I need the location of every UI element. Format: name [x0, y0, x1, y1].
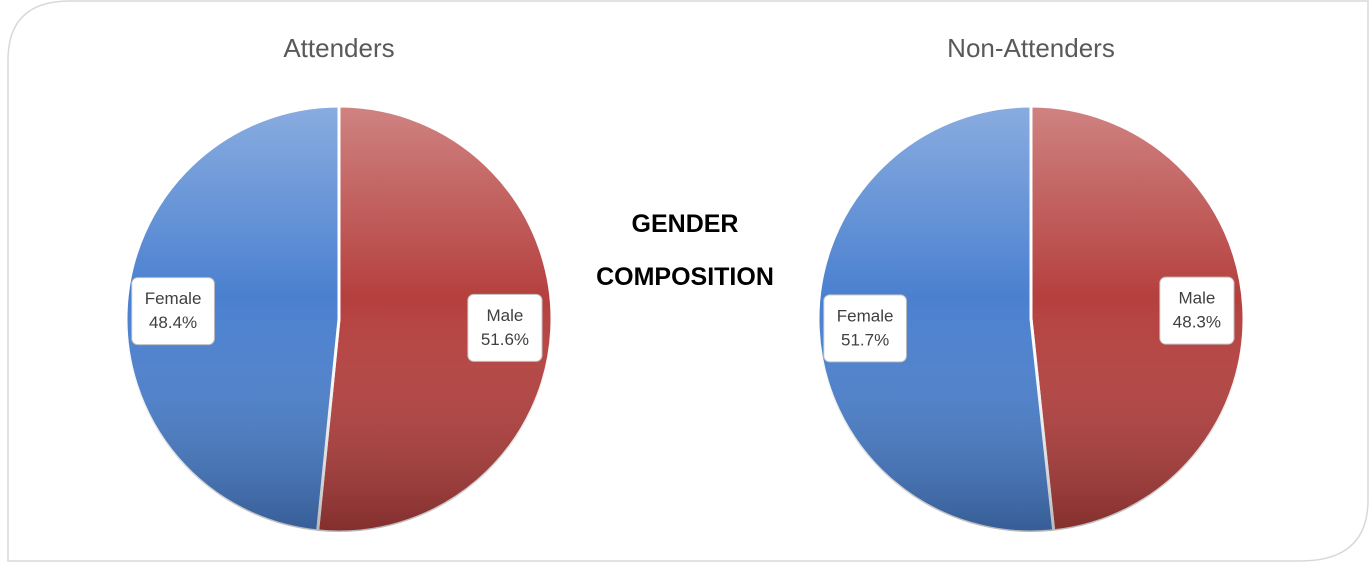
data-label: Female 51.7%	[823, 294, 907, 363]
heading: GENDER COMPOSITION	[596, 210, 774, 291]
chart-title: Attenders	[283, 33, 394, 63]
frame	[7, 0, 1369, 562]
label-category: Male	[1178, 289, 1215, 308]
label-box	[823, 294, 907, 363]
label-category: Female	[145, 289, 202, 308]
label-value: 48.3%	[1173, 313, 1221, 332]
label-category: Male	[487, 306, 524, 325]
label-box	[131, 277, 215, 346]
label-category: Female	[837, 306, 894, 325]
label-box	[1159, 276, 1235, 345]
label-value: 51.6%	[481, 330, 529, 349]
label-box	[467, 293, 543, 362]
data-label: Male 48.3%	[1159, 276, 1235, 345]
chart-title: Non-Attenders	[947, 33, 1115, 63]
label-value: 51.7%	[841, 330, 889, 349]
label-value: 48.4%	[149, 313, 197, 332]
data-label: Male 51.6%	[467, 293, 543, 362]
data-label: Female 48.4%	[131, 277, 215, 346]
